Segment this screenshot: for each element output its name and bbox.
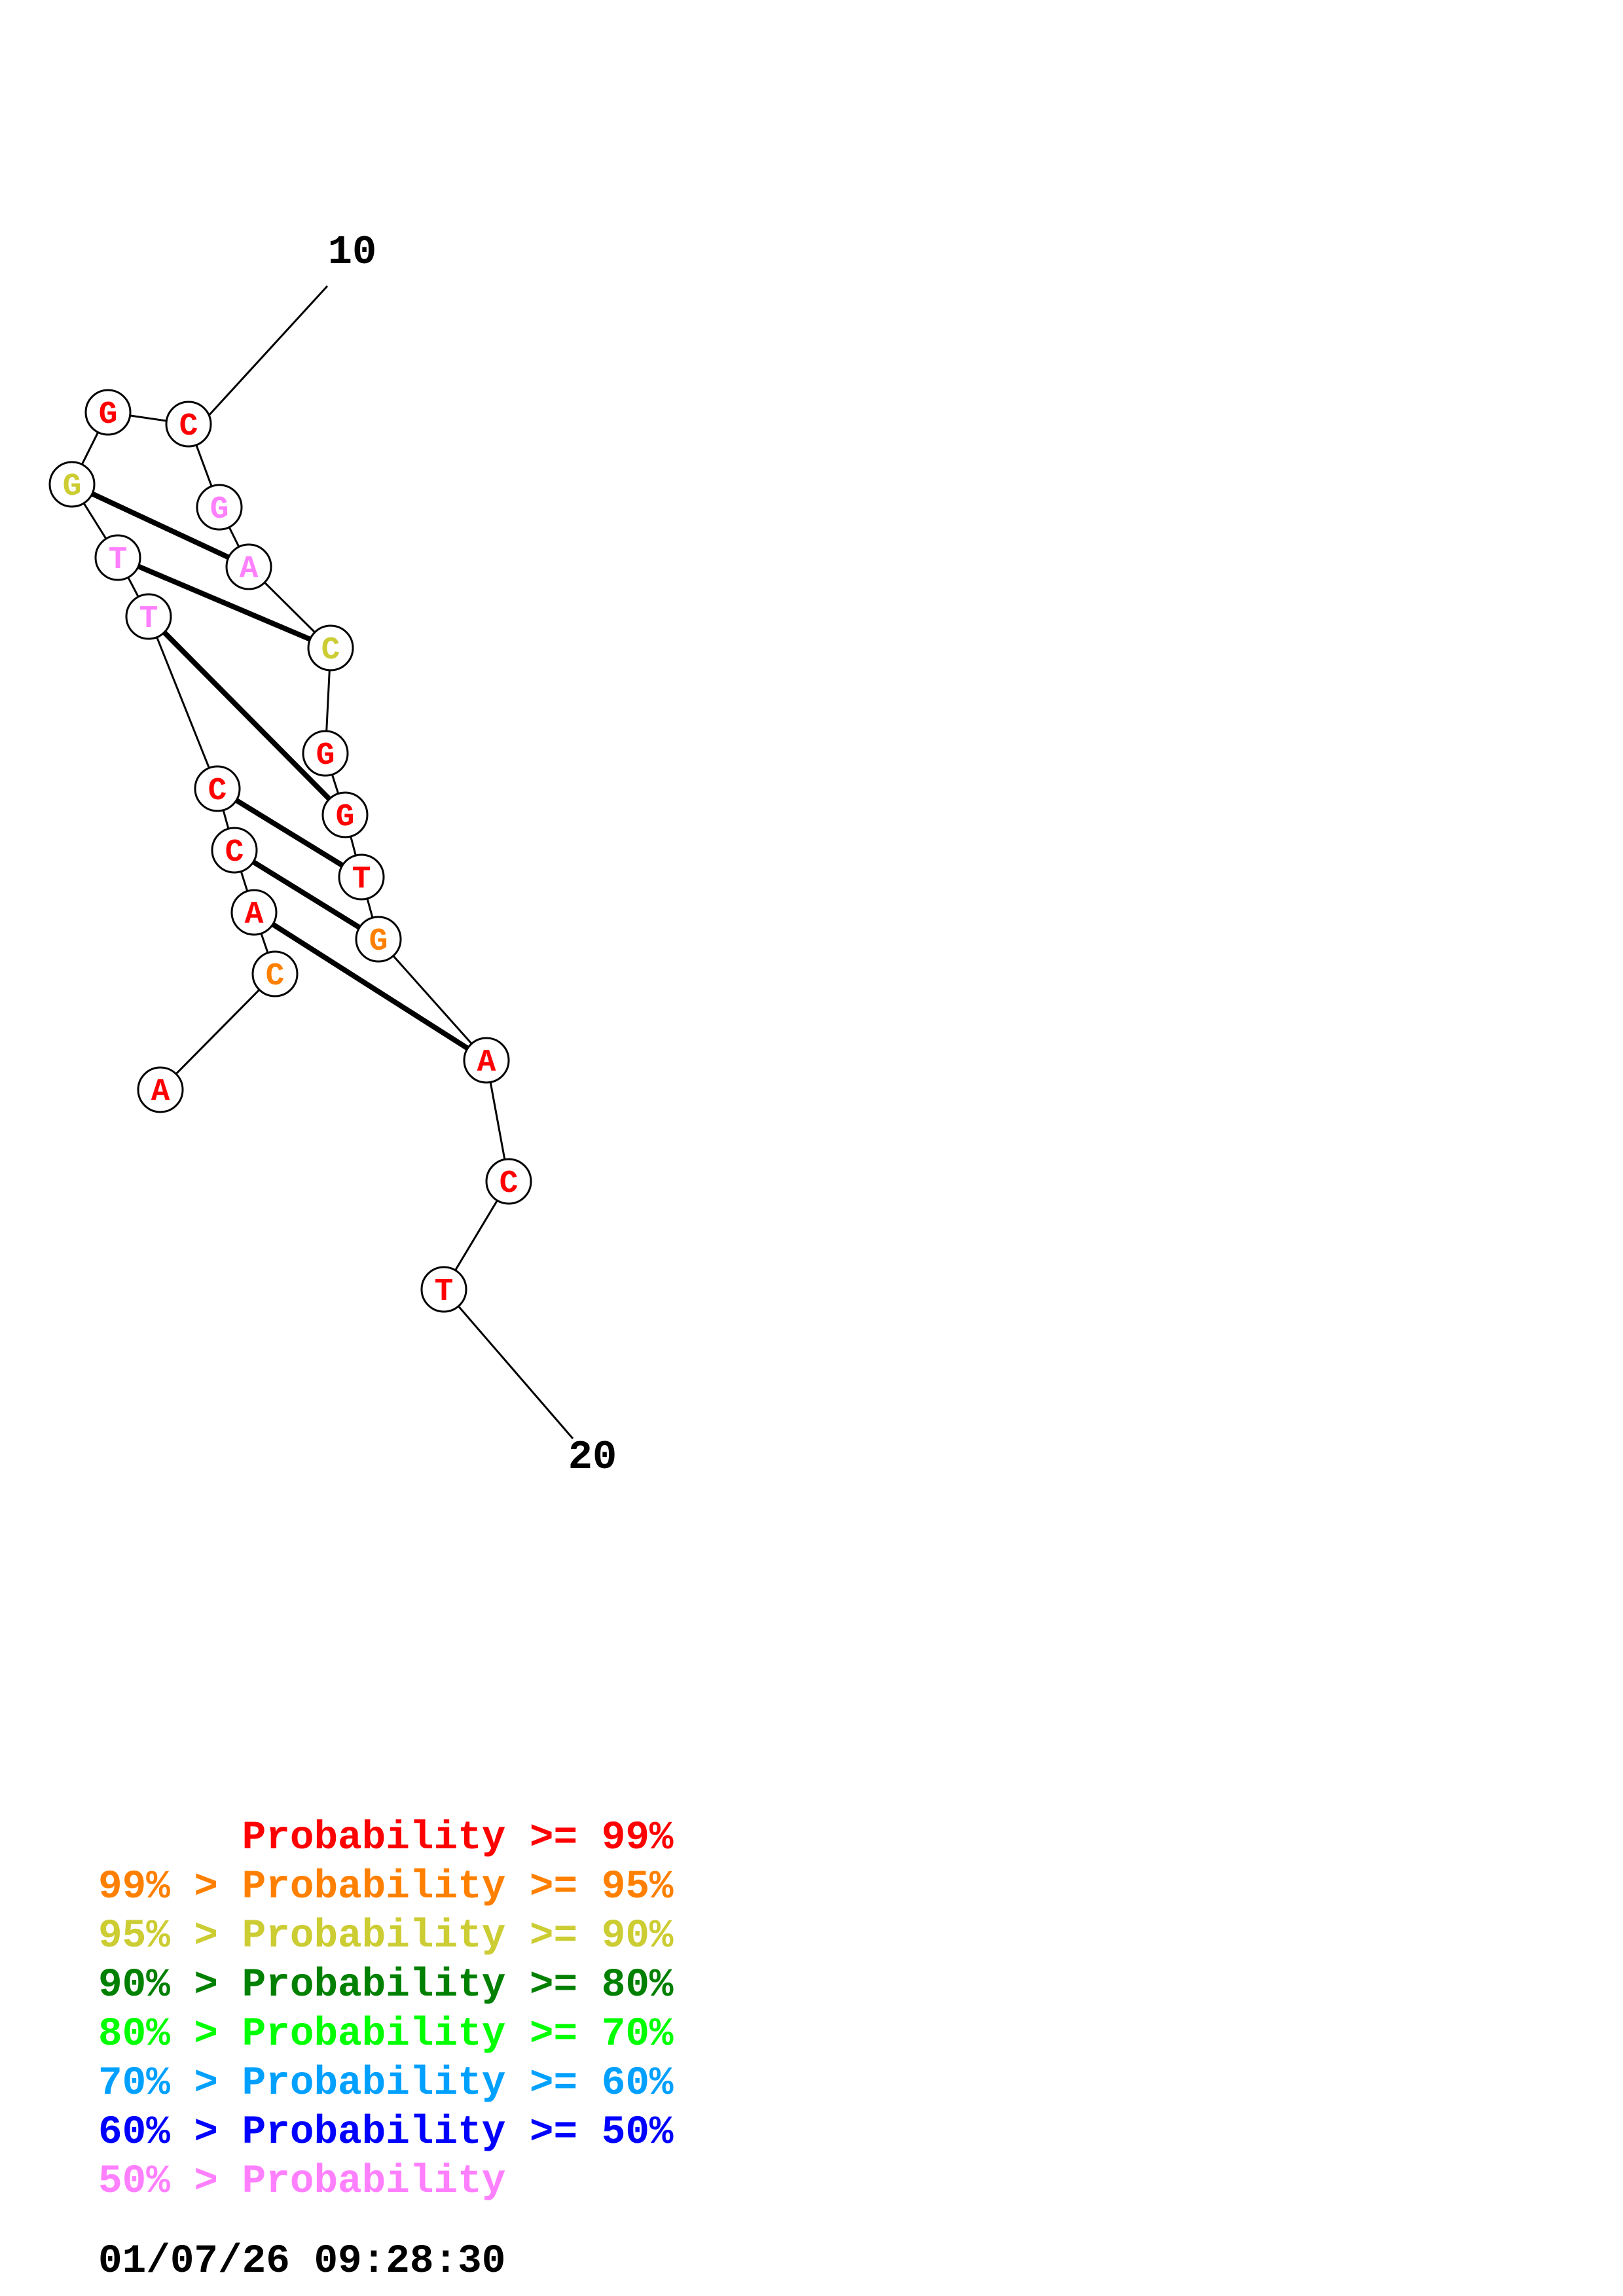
nucleotide-label: G — [99, 397, 118, 433]
nucleotide-label: T — [435, 1274, 454, 1310]
number-tick-line — [443, 1289, 574, 1439]
nucleotide-circle — [125, 593, 172, 640]
nucleotide-circle — [94, 534, 141, 581]
nucleotide-circle — [84, 389, 132, 436]
nucleotide-circle — [137, 1066, 184, 1113]
nucleotide-circle — [194, 765, 241, 812]
nucleotide-circle — [230, 889, 278, 936]
legend-row: 80% > Probability >= 70% — [98, 2012, 674, 2057]
nucleotide-label: G — [369, 924, 388, 960]
nucleotide-circle — [251, 950, 299, 997]
position-number: 10 — [328, 229, 376, 276]
nucleotide-label: G — [336, 800, 355, 835]
nucleotide-circle — [302, 730, 349, 777]
base-pair-line — [232, 848, 380, 942]
nucleotide-label: C — [266, 959, 285, 994]
nucleotide-circle — [48, 461, 96, 508]
legend-row: 99% > Probability >= 95% — [98, 1865, 674, 1910]
backbone-segment — [377, 939, 488, 1061]
base-pair-line — [117, 555, 332, 651]
base-pair-line — [71, 482, 250, 569]
base-pair-line — [252, 910, 488, 1063]
base-pair-line — [215, 786, 363, 880]
nucleotide-circle — [196, 484, 243, 531]
nucleotide-circle — [321, 791, 369, 838]
position-numbers: 10 20 — [328, 229, 617, 1480]
nucleotide-circle — [307, 624, 354, 672]
nucleotide-label: C — [321, 633, 340, 668]
legend-row: 50% > Probability — [98, 2159, 506, 2204]
nucleotide-circle — [463, 1037, 510, 1084]
nucleotide-label: A — [477, 1045, 496, 1081]
number-tick-line — [198, 285, 329, 427]
nucleotide-label: T — [109, 543, 128, 578]
nucleotide-circle — [165, 401, 212, 448]
nucleotide-label: A — [245, 897, 264, 933]
legend-row: 95% > Probability >= 90% — [98, 1914, 674, 1959]
nucleotide-circle — [420, 1266, 467, 1313]
timestamp: 01/07/26 09:28:30 — [98, 2239, 506, 2284]
nucleotide-label: C — [225, 835, 244, 870]
base-pair-lines — [71, 482, 488, 1063]
nucleotide-circle — [225, 543, 272, 590]
nucleotide-label: A — [151, 1075, 170, 1110]
nucleotide-label: T — [352, 862, 371, 897]
nucleotide-circle — [355, 916, 402, 963]
nucleotide-circle — [485, 1158, 532, 1205]
nucleotide-label: G — [210, 492, 229, 528]
backbone-segment — [147, 616, 219, 789]
legend-row: 60% > Probability >= 50% — [98, 2110, 674, 2155]
nucleotide-label: G — [316, 738, 335, 774]
nucleotide-circle — [338, 853, 385, 901]
nucleotide-circle — [211, 827, 258, 874]
legend-row: 70% > Probability >= 60% — [98, 2061, 674, 2106]
base-pair-line — [147, 615, 347, 817]
backbone-segment — [159, 973, 276, 1091]
position-number: 20 — [568, 1434, 617, 1480]
nucleotide-label: C — [500, 1166, 519, 1202]
nucleotide-label: C — [179, 409, 198, 444]
nucleotide-label: A — [240, 552, 259, 587]
legend-row: Probability >= 99% — [98, 1816, 674, 1861]
backbone-lines — [71, 285, 574, 1439]
nucleotide-label: G — [63, 469, 82, 505]
nucleotide-label: T — [139, 601, 158, 637]
nucleotide-label: C — [208, 774, 227, 809]
legend-row: 90% > Probability >= 80% — [98, 1963, 674, 2008]
